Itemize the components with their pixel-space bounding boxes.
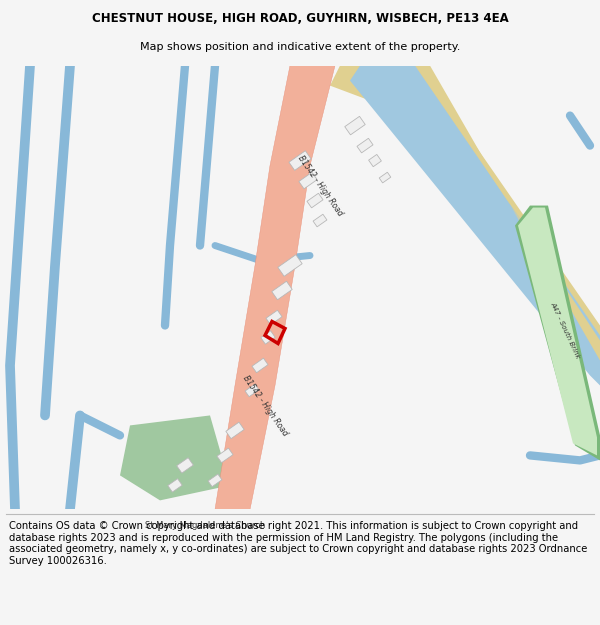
Polygon shape xyxy=(379,173,391,183)
Polygon shape xyxy=(345,116,365,135)
Polygon shape xyxy=(168,479,182,492)
Polygon shape xyxy=(217,448,233,462)
Polygon shape xyxy=(350,66,600,386)
Text: Map shows position and indicative extent of the property.: Map shows position and indicative extent… xyxy=(140,42,460,52)
Text: B1542 - High Road: B1542 - High Road xyxy=(296,154,344,218)
Text: A47 - South Brink: A47 - South Brink xyxy=(549,301,581,359)
Polygon shape xyxy=(313,214,327,227)
Text: B1542 - High Road: B1542 - High Road xyxy=(241,374,289,438)
Polygon shape xyxy=(120,416,230,501)
Polygon shape xyxy=(266,310,282,325)
Polygon shape xyxy=(261,331,275,344)
Polygon shape xyxy=(278,255,302,276)
Polygon shape xyxy=(299,173,317,189)
Polygon shape xyxy=(518,208,597,456)
Polygon shape xyxy=(368,154,382,167)
Polygon shape xyxy=(245,384,259,397)
Polygon shape xyxy=(208,474,222,487)
Polygon shape xyxy=(176,458,193,473)
Polygon shape xyxy=(330,66,600,366)
Polygon shape xyxy=(289,151,311,171)
Text: Contains OS data © Crown copyright and database right 2021. This information is : Contains OS data © Crown copyright and d… xyxy=(9,521,587,566)
Polygon shape xyxy=(272,281,292,300)
Polygon shape xyxy=(226,422,244,439)
Polygon shape xyxy=(515,206,600,461)
Polygon shape xyxy=(252,358,268,372)
Polygon shape xyxy=(418,66,600,361)
Polygon shape xyxy=(307,193,323,208)
Polygon shape xyxy=(357,138,373,153)
Polygon shape xyxy=(215,66,335,509)
Text: CHESTNUT HOUSE, HIGH ROAD, GUYHIRN, WISBECH, PE13 4EA: CHESTNUT HOUSE, HIGH ROAD, GUYHIRN, WISB… xyxy=(92,12,508,25)
Text: St Mary Magdalene's Church: St Mary Magdalene's Church xyxy=(145,521,265,530)
